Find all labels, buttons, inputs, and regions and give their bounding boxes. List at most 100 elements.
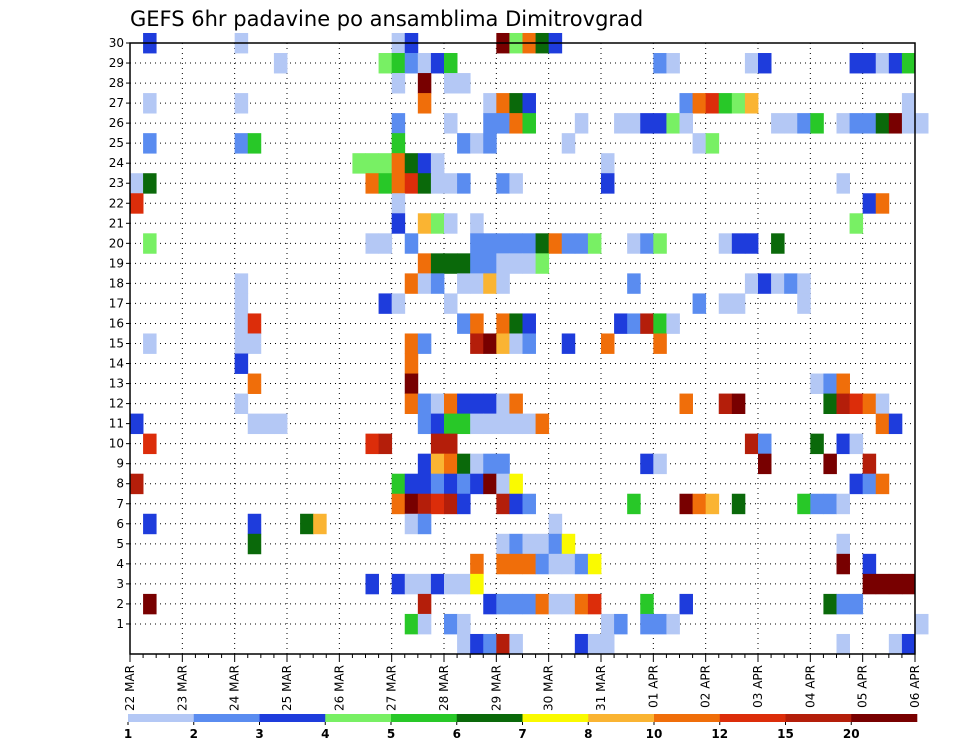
precip-cell [574,593,589,615]
precip-cell [404,373,419,394]
y-tick-label: 21 [109,216,124,230]
precip-cell [417,73,432,94]
precip-cell [496,593,510,615]
precip-cell [627,313,641,334]
precip-cell [430,453,445,475]
precip-cell [496,233,510,254]
precip-cell [587,233,602,254]
precip-cell [522,93,536,114]
precip-cell [561,133,576,154]
precip-cell [862,473,877,495]
precip-cell [457,253,471,274]
precip-cell [509,413,523,435]
precip-cell [483,453,497,475]
precip-cell [378,293,393,314]
precip-cell [744,53,759,74]
chart-title: GEFS 6hr padavine po ansamblima Dimitrov… [130,7,643,31]
legend-swatch [588,714,655,722]
precip-cell [601,633,615,655]
precip-cell [247,413,262,435]
precip-cell [875,473,890,495]
precip-cell [234,333,249,354]
precip-cell [404,493,419,515]
precip-cell [836,593,850,615]
precip-cell [875,393,890,415]
precip-cell [470,553,484,575]
x-axis: 22 MAR 23 MAR 24 MAR 25 MAR 26 MAR 27 MAR 28 M… [123,654,922,711]
precip-cell [457,613,471,635]
precip-cell [758,53,772,74]
precip-cell [391,293,406,314]
precip-cell [417,173,432,194]
precip-cell [365,153,379,174]
precip-cell [901,633,916,655]
precip-cell [731,293,746,314]
precip-cell [627,113,641,134]
precip-cell [391,193,406,214]
precip-cell [470,133,484,154]
y-tick-label: 4 [116,557,124,571]
precip-cell [522,533,536,555]
x-tick-label: 06 APR [908,665,922,708]
precip-cell [849,393,864,415]
precip-cell [692,133,707,154]
precip-cell [771,113,785,134]
precip-cell [509,113,523,134]
y-tick-label: 8 [116,477,124,491]
precip-cell [901,113,916,134]
precip-cell [404,53,419,74]
precip-cell [862,453,877,475]
precip-cell [391,73,406,94]
precip-cell [470,213,484,234]
precip-cell [640,313,654,334]
precip-cell [417,493,432,515]
precip-cell [758,433,772,455]
precip-cell [378,173,393,194]
precip-cell [143,513,157,535]
precip-cell [509,593,523,615]
legend-label: 8 [584,727,592,741]
precip-cell [404,573,419,595]
precip-cell [509,333,523,354]
y-tick-label: 11 [109,417,124,431]
precip-cell [430,573,445,595]
precip-cell [457,133,471,154]
x-tick-label: 27 MAR [385,665,399,711]
precip-cell [430,473,445,495]
precip-cell [496,113,510,134]
precip-cell [483,113,497,134]
precip-cell [862,573,877,595]
precip-cell [483,133,497,154]
precip-cell [430,433,445,455]
precip-cell [561,593,576,615]
legend-label: 1 [124,727,132,741]
precip-cell [444,253,458,274]
precip-cell [404,273,419,294]
precip-cell [509,493,523,515]
precip-cell [666,613,680,635]
precip-cell [247,313,262,334]
y-tick-label: 28 [109,76,124,90]
precip-cell [875,113,890,134]
precip-cell [496,473,510,495]
precip-cell [797,273,811,294]
precip-cell [653,613,667,635]
y-tick-label: 19 [109,256,124,270]
precip-cell [483,273,497,294]
precip-cell [731,233,746,254]
precip-cell [430,413,445,435]
precip-cell [378,433,393,455]
precip-cell [823,593,837,615]
precip-cell [810,493,824,515]
precip-cell [496,413,510,435]
precip-cell [915,113,929,134]
precip-cell [836,173,850,194]
precip-cell [273,413,288,435]
y-tick-label: 16 [109,316,124,330]
precip-cell [522,593,536,615]
precip-cell [417,513,432,535]
precip-cell [391,493,406,515]
precip-cell [130,413,144,435]
precip-cell [823,493,837,515]
